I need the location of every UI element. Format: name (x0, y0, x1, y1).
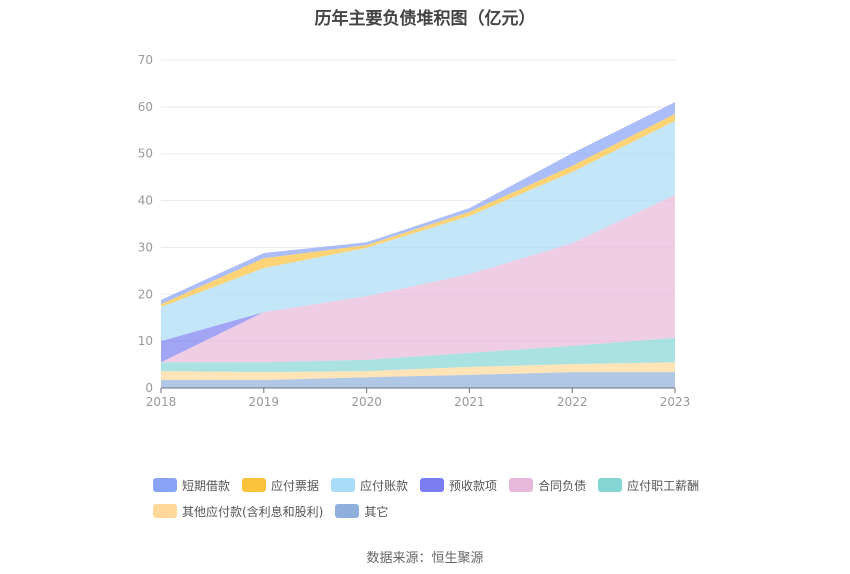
y-tick-label: 0 (145, 381, 153, 395)
area-series-7[interactable] (161, 102, 675, 305)
y-tick-label: 20 (138, 287, 153, 301)
legend-item[interactable]: 其它 (335, 503, 388, 520)
data-source: 数据来源：恒生聚源 (366, 551, 484, 566)
legend-item[interactable]: 预收款项 (420, 477, 497, 494)
legend-swatch (598, 478, 623, 492)
y-tick-label: 50 (138, 147, 153, 161)
chart-title: 历年主要负债堆积图（亿元） (314, 9, 536, 29)
area-series-6[interactable] (161, 113, 675, 307)
area-series (161, 102, 675, 388)
legend-swatch (420, 478, 445, 492)
y-tick-label: 10 (138, 334, 153, 348)
x-tick-label: 2019 (249, 395, 280, 409)
legend-item[interactable]: 应付职工薪酬 (598, 477, 699, 494)
axes: 0 10 20 30 40 50 60 70 2018 2019 2020 2021 2022 2023 (138, 53, 691, 409)
legend-swatch (242, 478, 267, 492)
area-series-0[interactable] (161, 372, 675, 388)
legend-label: 其他应付款(含利息和股利) (182, 504, 324, 519)
legend-swatch (153, 478, 177, 492)
legend-label: 应付票据 (271, 478, 320, 493)
legend-label: 应付账款 (360, 478, 409, 493)
legend: 短期借款 应付票据 应付账款 预收款项 合同负债 应付职工薪酬 其他应付款(含利息和股利)… (153, 472, 713, 524)
legend-swatch (509, 478, 534, 492)
y-tick-label: 30 (138, 240, 153, 254)
x-tick-label: 2018 (146, 395, 177, 409)
legend-label: 其它 (364, 504, 389, 519)
legend-item[interactable]: 短期借款 (153, 477, 230, 494)
y-tick-label: 70 (138, 53, 153, 67)
legend-label: 短期借款 (182, 478, 231, 493)
legend-item[interactable]: 合同负债 (509, 477, 586, 494)
legend-label: 应付职工薪酬 (627, 478, 700, 493)
legend-row: 短期借款 应付票据 应付账款 预收款项 合同负债 应付职工薪酬 (153, 472, 713, 498)
x-tick-label: 2023 (660, 395, 691, 409)
y-tick-label: 60 (138, 100, 153, 114)
legend-swatch (335, 504, 360, 518)
x-tick-label: 2020 (351, 395, 382, 409)
legend-row: 其他应付款(含利息和股利) 其它 (153, 498, 713, 524)
area-series-1[interactable] (161, 362, 675, 381)
y-tick-label: 40 (138, 194, 153, 208)
legend-swatch (153, 504, 177, 518)
legend-swatch (331, 478, 356, 492)
x-tick-label: 2022 (557, 395, 588, 409)
legend-label: 预收款项 (449, 478, 498, 493)
legend-label: 合同负债 (538, 478, 587, 493)
area-series-3[interactable] (161, 194, 675, 363)
area-series-2[interactable] (161, 337, 675, 373)
legend-item[interactable]: 其他应付款(含利息和股利) (153, 503, 323, 520)
x-tick-label: 2021 (454, 395, 485, 409)
legend-item[interactable]: 应付票据 (242, 477, 319, 494)
area-series-5[interactable] (161, 120, 675, 342)
legend-item[interactable]: 应付账款 (331, 477, 408, 494)
